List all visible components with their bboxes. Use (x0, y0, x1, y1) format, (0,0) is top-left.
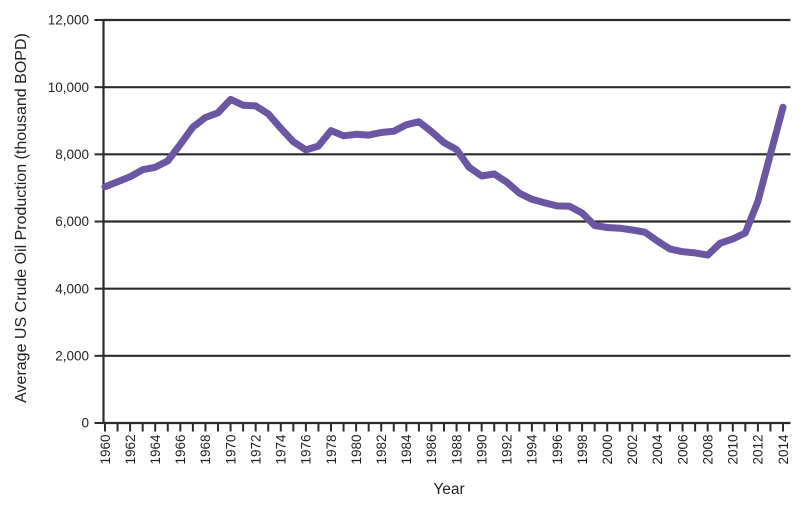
y-tick-label: 2,000 (55, 349, 89, 364)
x-tick-label: 1968 (198, 435, 213, 465)
x-tick-label: 1976 (299, 435, 314, 465)
y-tick-label: 4,000 (55, 281, 89, 296)
x-tick-label: 1984 (399, 434, 414, 465)
x-tick-label: 1986 (424, 435, 439, 465)
x-tick-label: 1964 (148, 434, 163, 465)
x-tick-label: 1970 (223, 435, 238, 465)
x-tick-label: 1998 (575, 435, 590, 465)
x-tick-label: 1962 (123, 435, 138, 465)
x-tick-label: 2010 (726, 435, 741, 465)
x-tick-label: 2012 (751, 435, 766, 465)
x-tick-label: 2006 (675, 435, 690, 465)
x-tick-label: 2014 (776, 434, 791, 465)
x-axis-title: Year (433, 481, 465, 498)
x-tick-label: 2000 (600, 435, 615, 465)
y-tick-label: 0 (81, 416, 89, 431)
x-tick-label: 1980 (349, 435, 364, 465)
x-tick-label: 2008 (700, 435, 715, 465)
x-tick-label: 1978 (324, 435, 339, 465)
x-tick-label: 1966 (173, 435, 188, 465)
y-tick-label: 10,000 (48, 80, 89, 95)
x-tick-label: 1988 (449, 435, 464, 465)
x-tick-label: 1982 (374, 435, 389, 465)
x-tick-label: 2004 (650, 434, 665, 465)
y-tick-label: 12,000 (48, 13, 89, 28)
x-tick-label: 1960 (98, 435, 113, 465)
x-tick-label: 1972 (248, 435, 263, 465)
x-tick-label: 1992 (500, 435, 515, 465)
x-tick-label: 1996 (550, 435, 565, 465)
x-tick-label: 1994 (525, 434, 540, 465)
production-line (101, 95, 787, 259)
y-tick-label: 8,000 (55, 147, 89, 162)
y-axis-title: Average US Crude Oil Production (thousan… (13, 33, 30, 403)
x-tick-label: 1974 (274, 434, 289, 465)
y-tick-label: 6,000 (55, 214, 89, 229)
x-tick-label: 2002 (625, 435, 640, 465)
x-tick-label: 1990 (474, 435, 489, 465)
